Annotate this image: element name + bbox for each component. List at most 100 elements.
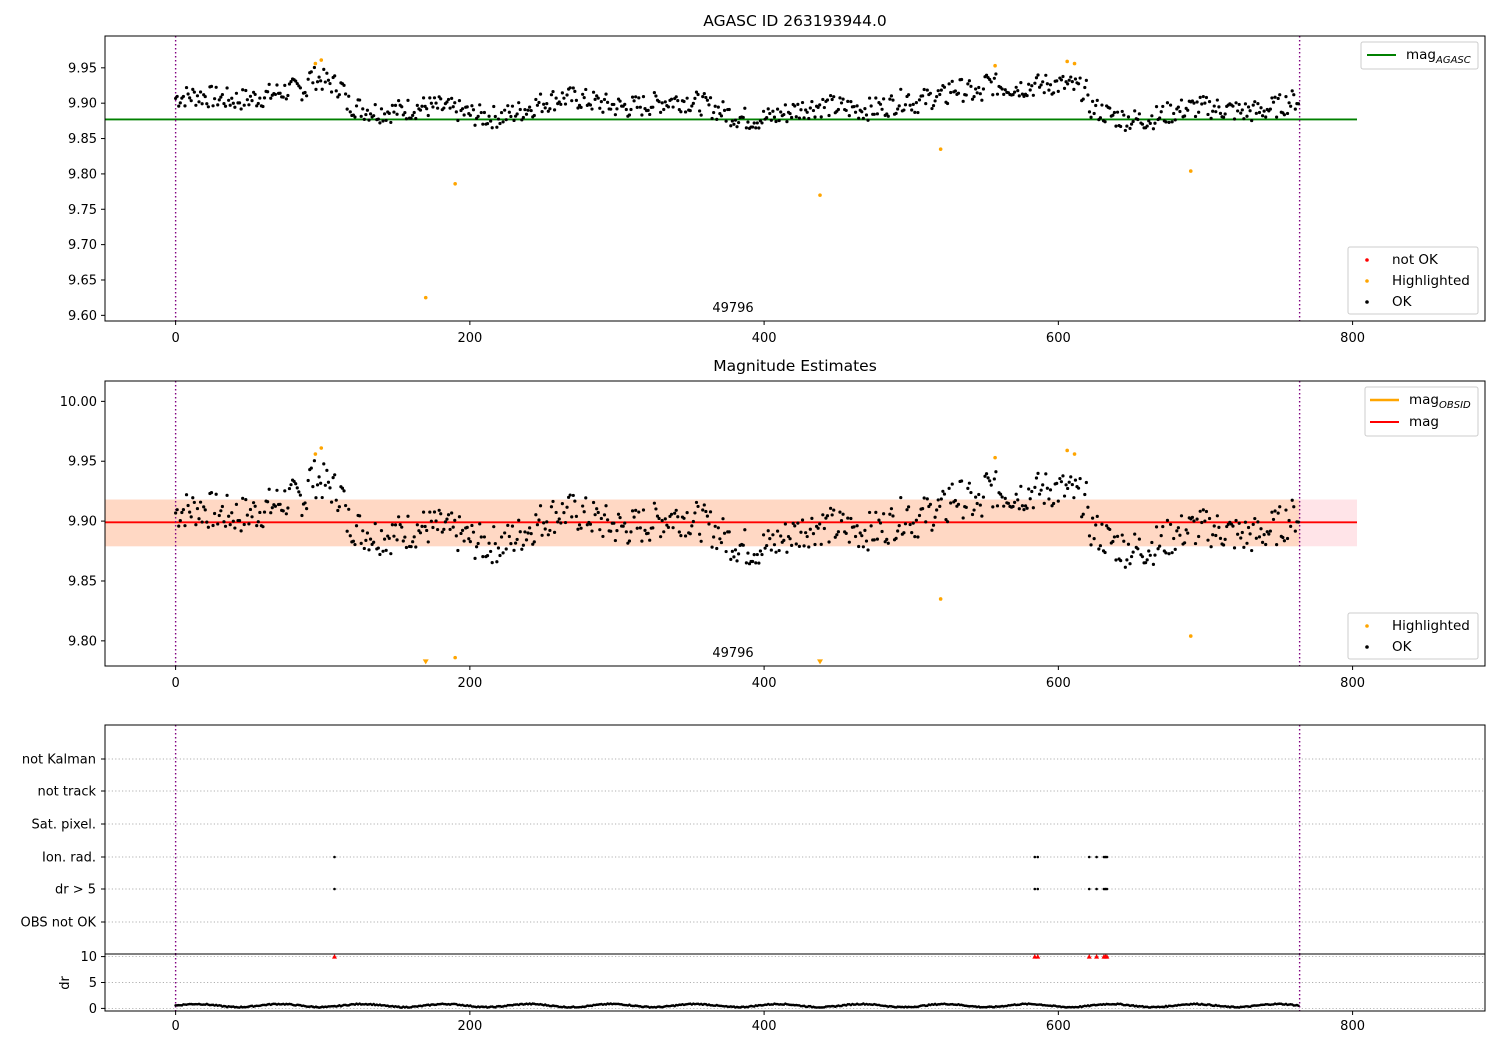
ok-point — [386, 534, 390, 538]
ok-point — [889, 507, 894, 511]
ok-point — [574, 514, 579, 519]
ok-point — [1200, 520, 1204, 525]
ok-point — [256, 520, 260, 524]
highlighted-point — [993, 63, 997, 68]
ok-point — [743, 528, 747, 532]
ok-point — [977, 85, 981, 90]
ok-point — [761, 109, 766, 113]
ok-point — [730, 119, 734, 123]
ok-point — [568, 86, 572, 90]
ok-point — [412, 535, 416, 539]
ok-point — [197, 517, 201, 521]
ok-point — [800, 518, 805, 522]
ok-point — [1069, 75, 1073, 79]
ok-point — [1221, 543, 1226, 547]
ok-point — [434, 519, 438, 523]
ok-point — [314, 87, 318, 91]
ok-point — [1268, 529, 1272, 533]
ok-point — [1183, 114, 1187, 118]
ok-point — [683, 534, 688, 538]
ok-point — [535, 103, 540, 107]
ok-point — [460, 528, 465, 532]
ok-point — [1014, 85, 1018, 89]
ok-point — [490, 126, 494, 130]
ok-point — [499, 535, 504, 539]
ok-point — [570, 515, 574, 519]
legend-label-ok: OK — [1392, 639, 1413, 655]
ok-point — [1047, 497, 1051, 501]
ok-point — [821, 97, 825, 102]
ok-point — [1245, 541, 1249, 545]
ok-point — [1073, 77, 1078, 81]
ok-point — [830, 513, 834, 517]
ok-point — [411, 540, 415, 544]
ok-point — [694, 90, 699, 94]
ok-point — [537, 518, 541, 522]
ok-point — [189, 515, 193, 519]
ok-point — [1044, 472, 1048, 476]
ok-point — [565, 93, 569, 97]
ok-point — [1193, 114, 1198, 119]
ok-point — [721, 517, 725, 521]
ok-point — [342, 83, 346, 87]
ok-point — [273, 92, 278, 97]
ok-point — [571, 86, 575, 90]
ok-point — [482, 535, 486, 539]
ok-point — [696, 92, 700, 97]
ok-point — [785, 550, 789, 554]
ok-point — [489, 119, 493, 123]
legend-marker-highlighted — [1365, 624, 1369, 628]
ok-point — [1240, 108, 1244, 112]
ok-point — [629, 107, 633, 112]
ok-point — [1179, 514, 1184, 518]
ok-point — [217, 98, 221, 102]
ok-point — [241, 496, 245, 500]
ok-point — [1161, 524, 1165, 529]
ok-point — [223, 104, 228, 108]
ok-point — [977, 492, 981, 497]
ok-point — [576, 527, 580, 531]
ok-point — [537, 100, 541, 105]
ok-point — [732, 122, 736, 126]
ok-point — [930, 528, 934, 532]
ok-point — [392, 110, 396, 114]
ok-point — [309, 466, 313, 470]
ok-point — [902, 531, 906, 535]
ok-point — [535, 523, 540, 527]
ok-point — [802, 544, 806, 548]
ok-point — [1022, 508, 1026, 512]
ok-point — [1179, 98, 1184, 102]
ok-point — [1221, 115, 1226, 119]
ok-point — [1033, 485, 1037, 489]
ok-point — [1072, 87, 1076, 91]
ok-point — [646, 531, 650, 535]
ok-point — [857, 116, 861, 120]
ok-point — [991, 505, 995, 509]
ok-point — [205, 520, 209, 524]
ok-point — [1150, 540, 1154, 545]
ok-point — [811, 108, 816, 113]
ok-point — [314, 496, 318, 500]
ok-point — [1048, 83, 1053, 87]
ok-point — [317, 475, 321, 479]
ok-point — [1168, 103, 1173, 107]
ok-point — [311, 81, 315, 85]
ok-point — [503, 108, 507, 112]
ok-point — [509, 114, 513, 119]
ok-point — [251, 501, 256, 505]
ok-point — [793, 104, 797, 108]
ok-point — [562, 96, 566, 100]
ok-point — [454, 110, 458, 114]
ok-point — [1028, 497, 1032, 501]
ok-point — [1256, 520, 1260, 524]
ok-point — [219, 509, 223, 513]
ok-point — [241, 88, 245, 92]
ok-point — [425, 107, 429, 111]
ok-point — [1287, 101, 1291, 105]
ok-point — [928, 91, 933, 95]
ok-point — [618, 99, 622, 103]
y-tick-label: 9.60 — [68, 309, 97, 324]
ok-point — [1039, 83, 1043, 87]
ok-point — [503, 531, 507, 535]
ok-point — [735, 559, 739, 563]
